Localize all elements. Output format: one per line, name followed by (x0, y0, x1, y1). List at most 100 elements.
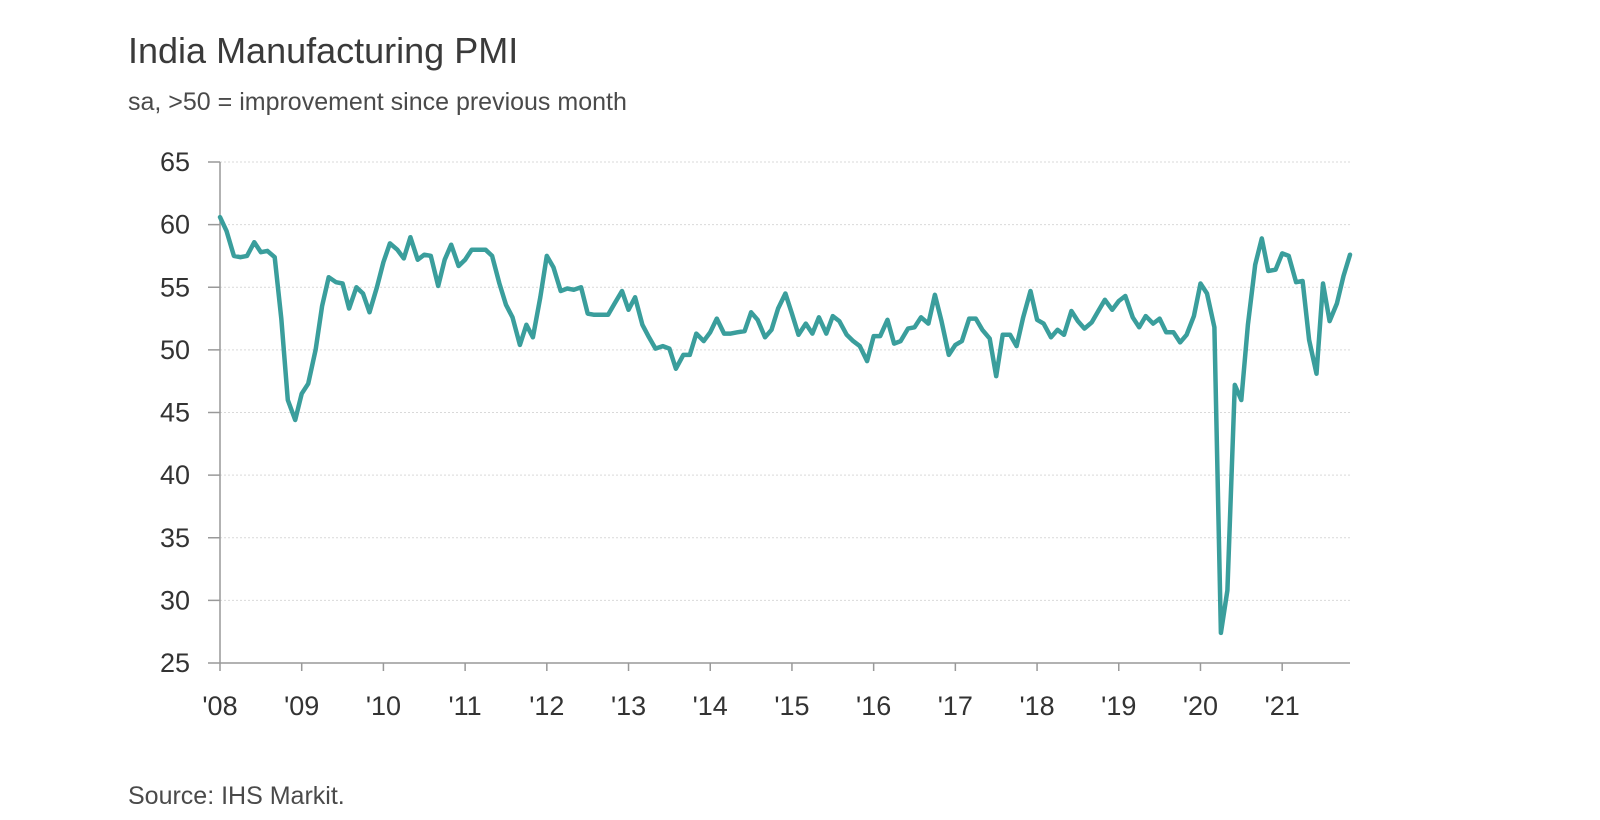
data-point (511, 316, 514, 318)
data-point (1070, 310, 1072, 312)
data-point (246, 255, 248, 257)
data-point (920, 316, 922, 318)
data-point (532, 336, 534, 338)
data-point (450, 244, 452, 246)
data-point (1206, 292, 1208, 295)
data-point (940, 320, 943, 322)
data-point (376, 286, 378, 288)
data-point (770, 329, 773, 331)
data-point (430, 255, 432, 257)
data-point (784, 292, 787, 295)
data-point (1193, 315, 1195, 317)
data-point (233, 255, 235, 257)
data-point (1022, 316, 1024, 318)
data-point (832, 315, 834, 317)
y-tick-label-35: 35 (160, 523, 190, 553)
data-point (593, 314, 595, 316)
data-point (1111, 309, 1113, 311)
data-point (1329, 320, 1331, 322)
data-point (1036, 319, 1038, 321)
data-point (1302, 280, 1304, 282)
data-point (1029, 290, 1032, 292)
data-point (703, 340, 705, 342)
data-point (1104, 299, 1106, 301)
data-point (750, 311, 752, 313)
data-point (355, 286, 357, 288)
data-point (654, 348, 657, 350)
data-point (927, 323, 930, 325)
data-point (1097, 310, 1099, 312)
data-point (566, 287, 568, 290)
data-point (601, 314, 603, 316)
x-tick-label-2011: '11 (449, 691, 482, 721)
data-point (1165, 331, 1167, 333)
data-point (1172, 331, 1175, 333)
data-point (682, 354, 684, 356)
data-point (368, 311, 371, 313)
data-point (225, 230, 228, 232)
data-point (301, 393, 303, 395)
data-point (797, 334, 800, 336)
data-point (744, 330, 746, 332)
data-point (648, 336, 650, 338)
data-point (519, 344, 521, 346)
x-tick-label-2021: '21 (1265, 691, 1300, 721)
y-tick-label-65: 65 (160, 147, 190, 177)
data-point (266, 250, 268, 252)
data-point (1050, 336, 1052, 338)
y-tick-label-30: 30 (160, 585, 190, 615)
data-point (764, 336, 766, 338)
data-point (934, 294, 936, 296)
x-tick-label-2009: '09 (284, 691, 319, 721)
data-point (989, 338, 991, 340)
data-point (335, 281, 337, 283)
data-point (1152, 323, 1154, 325)
data-point (1261, 237, 1263, 239)
data-point (1179, 341, 1181, 343)
data-point (1288, 255, 1290, 257)
data-point (818, 316, 820, 318)
data-point (546, 255, 548, 257)
data-point (294, 419, 296, 421)
data-point (458, 265, 460, 267)
data-point (1132, 316, 1134, 318)
data-point (913, 326, 916, 328)
data-point (662, 345, 664, 347)
data-point (560, 290, 562, 292)
data-point (280, 318, 282, 320)
data-point (389, 242, 391, 244)
data-point (471, 249, 473, 251)
data-point (328, 276, 330, 278)
x-tick-label-2019: '19 (1101, 691, 1136, 721)
data-point (219, 216, 221, 218)
data-point (723, 333, 725, 335)
x-tick-label-2010: '10 (366, 691, 401, 721)
data-point (1145, 315, 1147, 317)
data-point (825, 333, 827, 335)
data-point (838, 320, 840, 322)
data-point (948, 354, 950, 356)
data-point (491, 255, 493, 257)
data-point (505, 304, 507, 306)
data-point (1349, 254, 1351, 256)
x-axis-ticks: '08 '09 '10 '11 '12 '13 '14 '15 '16 '17 '18 '19 '20 '… (202, 663, 1300, 721)
data-point (1281, 252, 1283, 254)
data-point (995, 375, 997, 377)
data-point (1234, 384, 1236, 386)
data-point (695, 333, 697, 335)
data-point (859, 345, 861, 347)
data-point (1275, 269, 1277, 271)
data-point (1077, 320, 1079, 322)
data-point (260, 251, 262, 253)
data-point (736, 331, 738, 333)
data-point (907, 328, 909, 330)
data-point (525, 324, 528, 326)
data-point (287, 399, 289, 401)
data-point (1342, 275, 1345, 277)
data-point (893, 343, 895, 345)
data-point (607, 314, 609, 316)
data-point (403, 257, 405, 259)
data-point (552, 266, 555, 268)
data-point (777, 307, 779, 310)
